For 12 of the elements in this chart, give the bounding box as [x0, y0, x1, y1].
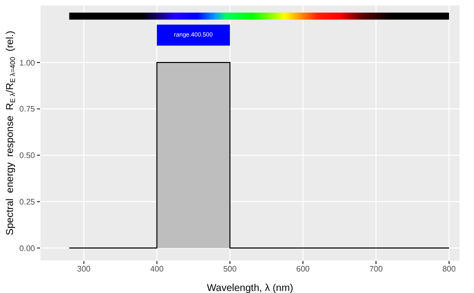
- x-tick-label: 600: [296, 264, 310, 274]
- x-tick-label: 300: [77, 264, 92, 274]
- y-tick-label: 0.25: [19, 197, 36, 206]
- x-tick-label: 400: [150, 264, 164, 274]
- x-tick-label: 800: [442, 264, 456, 274]
- x-axis-title: Wavelength, λ (nm): [206, 283, 294, 293]
- y-tick-label: 0.00: [19, 244, 36, 253]
- y-tick-label: 0.75: [19, 104, 36, 114]
- y-tick-label: 0.50: [19, 151, 36, 160]
- x-tick-label: 700: [369, 264, 384, 274]
- x-tick-label: 500: [223, 264, 238, 274]
- y-tick-label: 1.00: [19, 58, 36, 68]
